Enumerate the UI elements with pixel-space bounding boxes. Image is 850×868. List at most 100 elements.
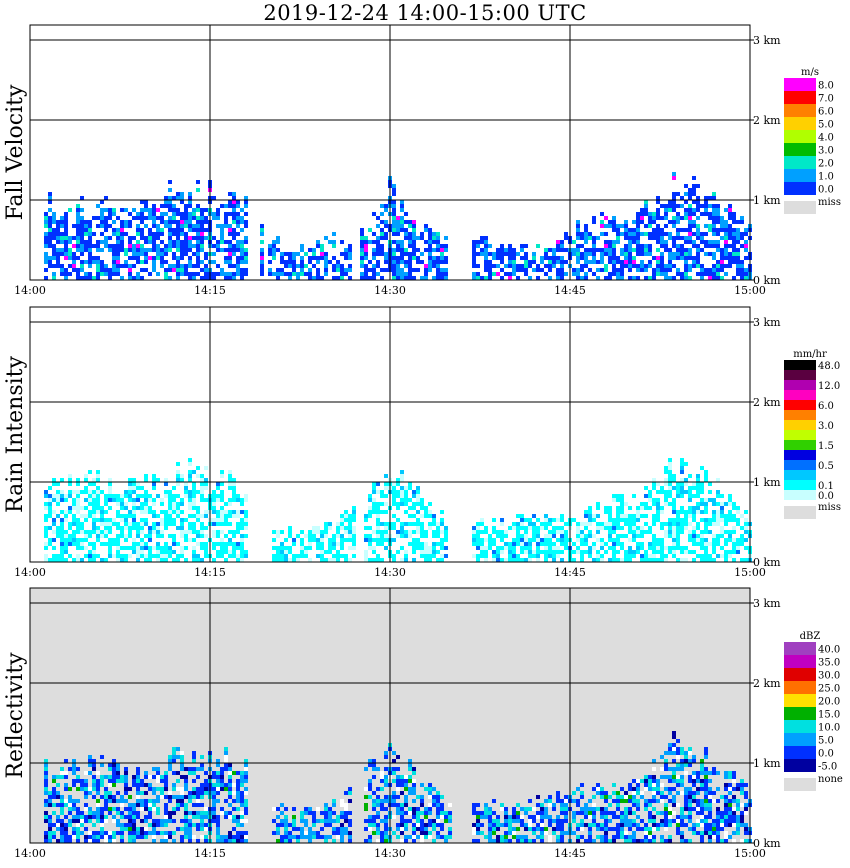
echo-cell (540, 550, 544, 554)
echo-cell (656, 518, 660, 522)
echo-cell (368, 498, 372, 502)
echo-cell (372, 815, 376, 819)
echo-cell (692, 212, 696, 216)
echo-cell (524, 526, 528, 530)
echo-cell (664, 264, 668, 268)
legend-swatch (784, 480, 816, 490)
echo-cell (224, 220, 228, 224)
echo-cell (136, 498, 140, 502)
echo-cell (344, 248, 348, 252)
echo-cell (144, 248, 148, 252)
echo-cell (624, 252, 628, 256)
echo-cell (212, 212, 216, 216)
echo-cell (432, 550, 436, 554)
echo-cell (380, 276, 384, 280)
echo-cell (228, 260, 232, 264)
echo-cell (484, 835, 488, 839)
echo-cell (428, 791, 432, 795)
echo-cell (512, 550, 516, 554)
echo-cell (144, 268, 148, 272)
echo-cell (276, 268, 280, 272)
echo-cell (72, 771, 76, 775)
echo-cell (440, 256, 444, 260)
echo-cell (180, 224, 184, 228)
echo-cell (76, 839, 80, 843)
echo-cell (396, 779, 400, 783)
echo-cell (428, 554, 432, 558)
echo-cell (400, 775, 404, 779)
echo-cell (80, 232, 84, 236)
echo-cell (296, 839, 300, 843)
echo-cell (736, 510, 740, 514)
echo-cell (108, 276, 112, 280)
echo-cell (168, 204, 172, 208)
echo-cell (556, 272, 560, 276)
echo-cell (164, 795, 168, 799)
echo-cell (180, 526, 184, 530)
echo-cell (168, 763, 172, 767)
echo-cell (612, 827, 616, 831)
echo-cell (292, 823, 296, 827)
legend-label: 5.0 (818, 120, 834, 131)
echo-cell (612, 546, 616, 550)
echo-cell (360, 252, 364, 256)
echo-cell (80, 260, 84, 264)
echo-cell (108, 763, 112, 767)
echo-cell (628, 526, 632, 530)
echo-cell (440, 803, 444, 807)
echo-cell (192, 779, 196, 783)
echo-cell (60, 494, 64, 498)
echo-cell (688, 494, 692, 498)
echo-cell (664, 554, 668, 558)
echo-cell (148, 212, 152, 216)
echo-cell (684, 208, 688, 212)
echo-cell (408, 787, 412, 791)
echo-cell (236, 248, 240, 252)
echo-cell (236, 554, 240, 558)
legend-swatch (784, 440, 816, 450)
echo-cell (244, 554, 248, 558)
echo-cell (632, 823, 636, 827)
echo-cell (88, 482, 92, 486)
echo-cell (380, 522, 384, 526)
echo-cell (44, 494, 48, 498)
echo-cell (560, 272, 564, 276)
echo-cell (64, 216, 68, 220)
echo-cell (392, 514, 396, 518)
echo-cell (240, 248, 244, 252)
echo-cell (472, 264, 476, 268)
echo-cell (156, 546, 160, 550)
echo-cell (76, 208, 80, 212)
echo-cell (80, 236, 84, 240)
echo-cell (712, 550, 716, 554)
echo-cell (64, 538, 68, 542)
echo-cell (108, 482, 112, 486)
echo-cell (376, 811, 380, 815)
echo-cell (636, 236, 640, 240)
echo-cell (360, 256, 364, 260)
echo-cell (648, 224, 652, 228)
echo-cell (704, 244, 708, 248)
echo-cell (648, 260, 652, 264)
echo-cell (728, 530, 732, 534)
echo-cell (72, 763, 76, 767)
echo-cell (648, 276, 652, 280)
echo-cell (116, 538, 120, 542)
echo-cell (348, 831, 352, 835)
echo-cell (64, 248, 68, 252)
echo-cell (72, 534, 76, 538)
echo-cell (184, 831, 188, 835)
echo-cell (236, 807, 240, 811)
echo-cell (172, 807, 176, 811)
echo-cell (132, 490, 136, 494)
echo-cell (244, 787, 248, 791)
echo-cell (100, 272, 104, 276)
echo-cell (220, 546, 224, 550)
echo-cell (412, 252, 416, 256)
echo-cell (132, 518, 136, 522)
echo-cell (156, 831, 160, 835)
echo-cell (172, 204, 176, 208)
echo-cell (240, 276, 244, 280)
echo-cell (132, 252, 136, 256)
echo-cell (644, 554, 648, 558)
